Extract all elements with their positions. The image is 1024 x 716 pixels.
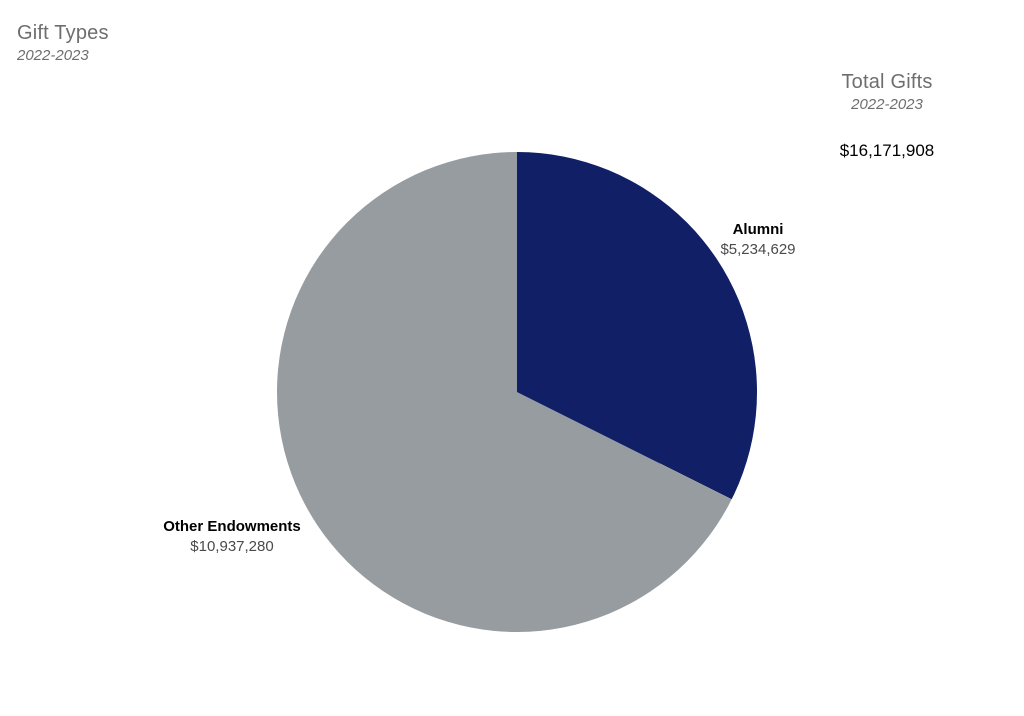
pie-chart[interactable] [277,152,757,632]
total-gifts-panel: Total Gifts 2022-2023 $16,171,908 [787,70,987,161]
slice-label-alumni: Alumni $5,234,629 [678,220,838,260]
slice-label-other-endowments: Other Endowments $10,937,280 [132,517,332,557]
chart-header: Gift Types 2022-2023 [17,20,109,65]
other-endowments-slice-value: $10,937,280 [190,538,274,555]
alumni-slice-label: Alumni [732,221,784,238]
other-endowments-slice-label: Other Endowments [163,518,301,535]
total-gifts-title: Total Gifts [841,71,933,93]
total-gifts-value: $16,171,908 [839,141,935,160]
alumni-slice-value: $5,234,629 [720,241,796,258]
total-gifts-subtitle: 2022-2023 [851,96,923,113]
chart-subtitle: 2022-2023 [17,47,89,64]
chart-title: Gift Types [17,22,109,44]
